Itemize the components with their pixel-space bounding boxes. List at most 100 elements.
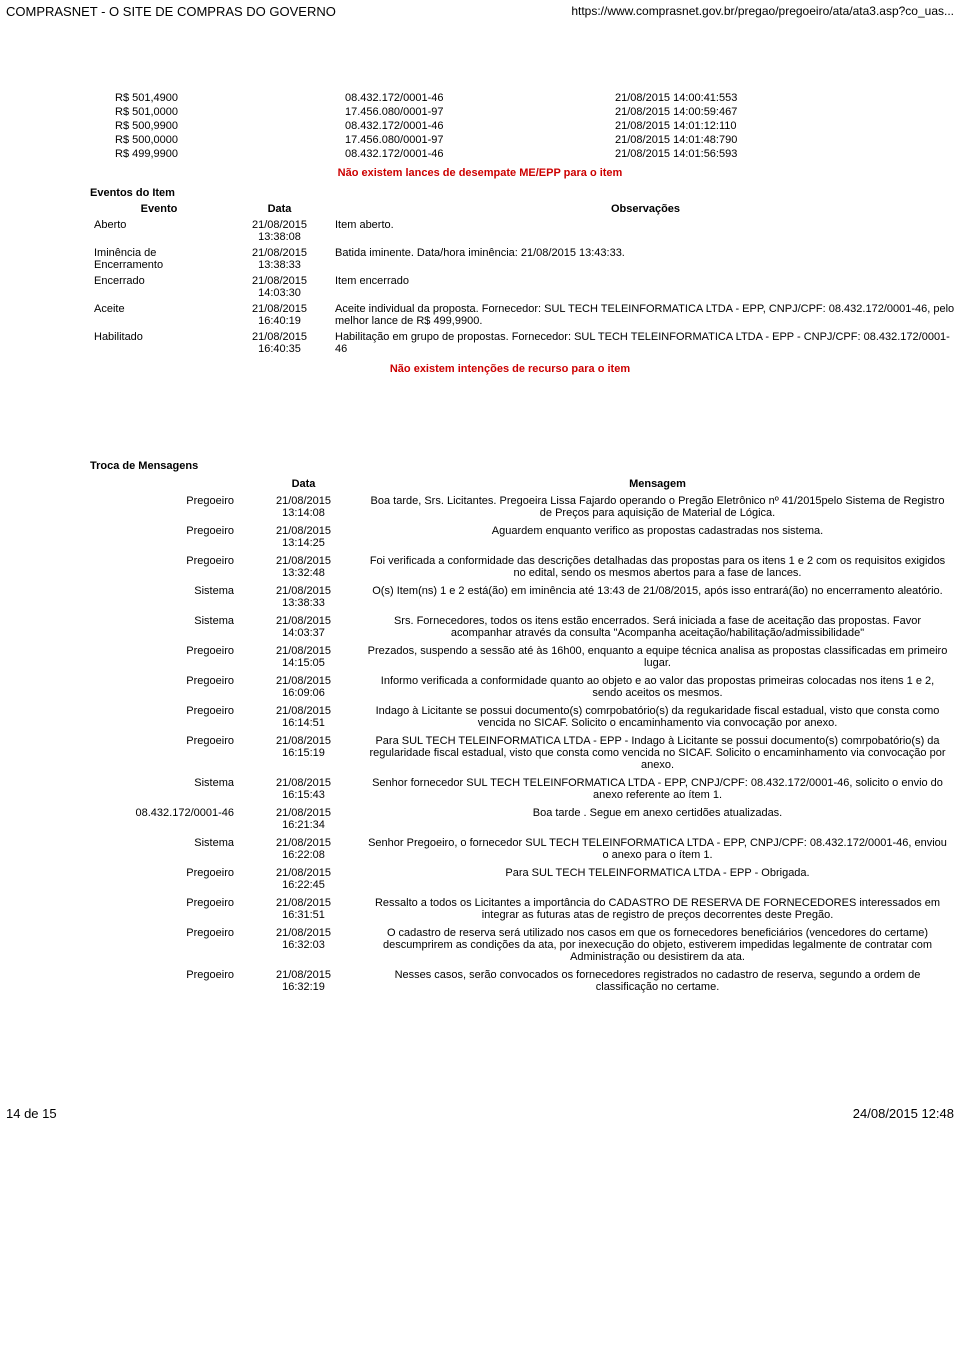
bid-timestamp: 21/08/2015 14:01:48:790 — [615, 133, 855, 147]
event-date: 21/08/2015 13:38:08 — [228, 217, 331, 245]
bid-timestamp: 21/08/2015 14:00:59:467 — [615, 105, 855, 119]
print-date: 24/08/2015 12:48 — [853, 1106, 954, 1121]
message-row: 08.432.172/0001-4621/08/2015 16:21:34Boa… — [90, 804, 960, 834]
tiebreak-notice: Não existem lances de desempate ME/EPP p… — [50, 167, 910, 179]
message-row: Sistema21/08/2015 16:15:43Senhor fornece… — [90, 774, 960, 804]
message-date: 21/08/2015 16:14:51 — [252, 702, 355, 732]
site-title: COMPRASNET - O SITE DE COMPRAS DO GOVERN… — [6, 4, 336, 19]
message-sender: Pregoeiro — [90, 732, 252, 774]
bid-doc: 08.432.172/0001-46 — [345, 91, 615, 105]
events-header-obs: Observações — [331, 201, 960, 217]
message-text: Aguardem enquanto verifico as propostas … — [355, 522, 960, 552]
event-name: Aberto — [90, 217, 228, 245]
messages-header-sender — [90, 476, 252, 492]
message-sender: Pregoeiro — [90, 864, 252, 894]
message-text: Senhor fornecedor SUL TECH TELEINFORMATI… — [355, 774, 960, 804]
messages-title: Troca de Mensagens — [90, 460, 910, 472]
bid-price: R$ 501,0000 — [115, 105, 345, 119]
message-date: 21/08/2015 13:14:08 — [252, 492, 355, 522]
message-sender: Pregoeiro — [90, 552, 252, 582]
message-date: 21/08/2015 16:15:19 — [252, 732, 355, 774]
bid-price: R$ 499,9900 — [115, 147, 345, 161]
message-date: 21/08/2015 16:32:19 — [252, 966, 355, 996]
message-text: O cadastro de reserva será utilizado nos… — [355, 924, 960, 966]
page-footer: 14 de 15 24/08/2015 12:48 — [0, 1106, 960, 1129]
messages-header-msg: Mensagem — [355, 476, 960, 492]
bid-doc: 08.432.172/0001-46 — [345, 119, 615, 133]
event-obs: Batida iminente. Data/hora iminência: 21… — [331, 245, 960, 273]
bid-row: R$ 501,490008.432.172/0001-4621/08/2015 … — [115, 91, 855, 105]
event-date: 21/08/2015 16:40:19 — [228, 301, 331, 329]
page-number: 14 de 15 — [6, 1106, 57, 1121]
bid-doc: 17.456.080/0001-97 — [345, 133, 615, 147]
message-date: 21/08/2015 16:21:34 — [252, 804, 355, 834]
events-header-data: Data — [228, 201, 331, 217]
message-row: Sistema21/08/2015 13:38:33O(s) Item(ns) … — [90, 582, 960, 612]
event-obs: Item encerrado — [331, 273, 960, 301]
message-sender: Pregoeiro — [90, 702, 252, 732]
message-date: 21/08/2015 16:22:08 — [252, 834, 355, 864]
event-date: 21/08/2015 13:38:33 — [228, 245, 331, 273]
bid-row: R$ 500,990008.432.172/0001-4621/08/2015 … — [115, 119, 855, 133]
messages-header-data: Data — [252, 476, 355, 492]
message-row: Sistema21/08/2015 14:03:37Srs. Fornecedo… — [90, 612, 960, 642]
message-row: Pregoeiro21/08/2015 13:14:25Aguardem enq… — [90, 522, 960, 552]
message-text: O(s) Item(ns) 1 e 2 está(ão) em iminênci… — [355, 582, 960, 612]
message-date: 21/08/2015 13:32:48 — [252, 552, 355, 582]
bid-price: R$ 500,0000 — [115, 133, 345, 147]
bid-doc: 08.432.172/0001-46 — [345, 147, 615, 161]
bid-doc: 17.456.080/0001-97 — [345, 105, 615, 119]
event-name: Habilitado — [90, 329, 228, 357]
message-sender: 08.432.172/0001-46 — [90, 804, 252, 834]
message-sender: Pregoeiro — [90, 672, 252, 702]
event-row: Habilitado21/08/2015 16:40:35Habilitação… — [90, 329, 960, 357]
message-sender: Sistema — [90, 834, 252, 864]
message-date: 21/08/2015 16:32:03 — [252, 924, 355, 966]
message-date: 21/08/2015 13:38:33 — [252, 582, 355, 612]
message-text: Nesses casos, serão convocados os fornec… — [355, 966, 960, 996]
message-row: Pregoeiro21/08/2015 16:32:03O cadastro d… — [90, 924, 960, 966]
message-date: 21/08/2015 13:14:25 — [252, 522, 355, 552]
message-row: Pregoeiro21/08/2015 16:15:19Para SUL TEC… — [90, 732, 960, 774]
message-row: Pregoeiro21/08/2015 14:15:05Prezados, su… — [90, 642, 960, 672]
message-date: 21/08/2015 14:15:05 — [252, 642, 355, 672]
message-text: Para SUL TECH TELEINFORMATICA LTDA - EPP… — [355, 864, 960, 894]
bid-price: R$ 500,9900 — [115, 119, 345, 133]
event-row: Iminência de Encerramento21/08/2015 13:3… — [90, 245, 960, 273]
message-sender: Pregoeiro — [90, 492, 252, 522]
bid-timestamp: 21/08/2015 14:01:56:593 — [615, 147, 855, 161]
bid-timestamp: 21/08/2015 14:01:12:110 — [615, 119, 855, 133]
event-obs: Item aberto. — [331, 217, 960, 245]
message-date: 21/08/2015 16:15:43 — [252, 774, 355, 804]
page-header: COMPRASNET - O SITE DE COMPRAS DO GOVERN… — [0, 0, 960, 21]
page-url: https://www.comprasnet.gov.br/pregao/pre… — [571, 4, 954, 19]
message-sender: Sistema — [90, 612, 252, 642]
message-row: Sistema21/08/2015 16:22:08Senhor Pregoei… — [90, 834, 960, 864]
message-sender: Pregoeiro — [90, 642, 252, 672]
message-text: Prezados, suspendo a sessão até às 16h00… — [355, 642, 960, 672]
message-date: 21/08/2015 16:31:51 — [252, 894, 355, 924]
message-sender: Pregoeiro — [90, 924, 252, 966]
event-date: 21/08/2015 14:03:30 — [228, 273, 331, 301]
event-date: 21/08/2015 16:40:35 — [228, 329, 331, 357]
message-text: Informo verificada a conformidade quanto… — [355, 672, 960, 702]
message-text: Srs. Fornecedores, todos os itens estão … — [355, 612, 960, 642]
message-sender: Pregoeiro — [90, 522, 252, 552]
bid-row: R$ 499,990008.432.172/0001-4621/08/2015 … — [115, 147, 855, 161]
message-sender: Pregoeiro — [90, 966, 252, 996]
event-name: Aceite — [90, 301, 228, 329]
message-row: Pregoeiro21/08/2015 16:32:19Nesses casos… — [90, 966, 960, 996]
message-row: Pregoeiro21/08/2015 16:31:51Ressalto a t… — [90, 894, 960, 924]
message-text: Indago à Licitante se possui documento(s… — [355, 702, 960, 732]
message-text: Senhor Pregoeiro, o fornecedor SUL TECH … — [355, 834, 960, 864]
message-date: 21/08/2015 14:03:37 — [252, 612, 355, 642]
events-title: Eventos do Item — [90, 187, 910, 199]
message-sender: Pregoeiro — [90, 894, 252, 924]
message-text: Ressalto a todos os Licitantes a importâ… — [355, 894, 960, 924]
bid-price: R$ 501,4900 — [115, 91, 345, 105]
messages-section: Troca de Mensagens Data Mensagem Pregoei… — [50, 460, 910, 996]
event-obs: Aceite individual da proposta. Fornecedo… — [331, 301, 960, 329]
message-text: Para SUL TECH TELEINFORMATICA LTDA - EPP… — [355, 732, 960, 774]
message-text: Boa tarde, Srs. Licitantes. Pregoeira Li… — [355, 492, 960, 522]
message-row: Pregoeiro21/08/2015 16:09:06Informo veri… — [90, 672, 960, 702]
